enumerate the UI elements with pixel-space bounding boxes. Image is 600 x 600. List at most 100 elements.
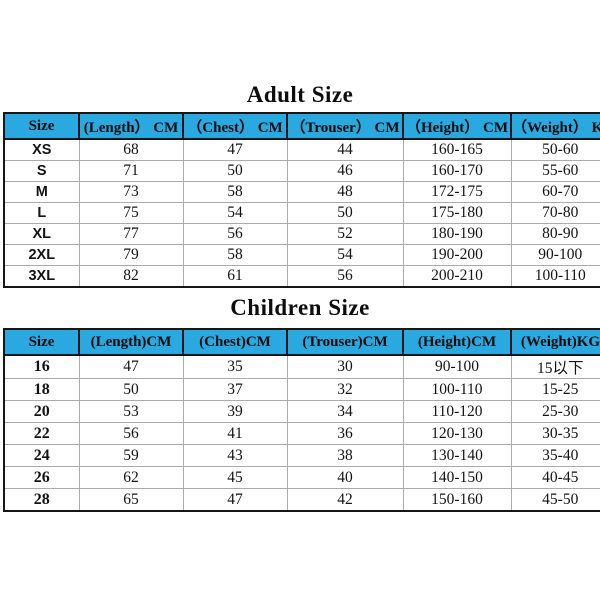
value-cell: 68	[78, 138, 184, 161]
value-cell: 58	[182, 181, 288, 203]
value-cell: 35-40	[510, 444, 600, 467]
size-label-cell: L	[3, 202, 80, 224]
value-cell: 40-45	[510, 466, 600, 489]
size-label-cell: 20	[3, 400, 80, 423]
value-cell: 90-100	[510, 244, 600, 266]
value-cell: 53	[78, 400, 184, 423]
column-header: (Chest)CM	[182, 328, 288, 356]
value-cell: 56	[182, 223, 288, 245]
children-size-title: Children Size	[230, 295, 370, 320]
value-cell: 55-60	[510, 160, 600, 182]
table-row: 24 59 43 38 130-140 35-40	[3, 444, 600, 467]
size-label-cell: S	[3, 160, 80, 182]
table-row: L 75 54 50 175-180 70-80	[3, 202, 600, 224]
value-cell: 47	[182, 138, 288, 161]
adult-size-title: Adult Size	[246, 82, 354, 107]
table-row: 18 50 37 32 100-110 15-25	[3, 378, 600, 401]
value-cell: 73	[78, 181, 184, 203]
value-cell: 15以下	[510, 354, 600, 379]
value-cell: 65	[78, 488, 184, 512]
value-cell: 56	[286, 265, 404, 288]
value-cell: 160-165	[402, 138, 512, 161]
size-label-cell: XS	[3, 138, 80, 161]
value-cell: 50	[78, 378, 184, 401]
value-cell: 110-120	[402, 400, 512, 423]
value-cell: 37	[182, 378, 288, 401]
children-size-table: Size (Length)CM (Chest)CM (Trouser)CM (Heigh…	[3, 328, 600, 512]
column-header: (Trouser)CM	[286, 328, 404, 356]
value-cell: 80-90	[510, 223, 600, 245]
table-row: XL 77 56 52 180-190 80-90	[3, 223, 600, 245]
value-cell: 50	[286, 202, 404, 224]
value-cell: 48	[286, 181, 404, 203]
value-cell: 75	[78, 202, 184, 224]
value-cell: 50-60	[510, 138, 600, 161]
size-label-cell: XL	[3, 223, 80, 245]
value-cell: 25-30	[510, 400, 600, 423]
value-cell: 35	[182, 354, 288, 379]
value-cell: 56	[78, 422, 184, 445]
value-cell: 41	[182, 422, 288, 445]
header-row: Size (Length） CM （Chest） CM （Trouser） CM （He…	[3, 112, 600, 140]
value-cell: 120-130	[402, 422, 512, 445]
value-cell: 61	[182, 265, 288, 288]
value-cell: 36	[286, 422, 404, 445]
value-cell: 38	[286, 444, 404, 467]
value-cell: 58	[182, 244, 288, 266]
size-label-cell: 28	[3, 488, 80, 512]
table-row: 2XL 79 58 54 190-200 90-100	[3, 244, 600, 266]
value-cell: 180-190	[402, 223, 512, 245]
value-cell: 50	[182, 160, 288, 182]
table-row: 22 56 41 36 120-130 30-35	[3, 422, 600, 445]
column-header: (Height)CM	[402, 328, 512, 356]
value-cell: 54	[182, 202, 288, 224]
children-size-section: Children Size Size (Length)CM (Chest)CM (Tr…	[3, 288, 600, 512]
column-header: Size	[3, 328, 80, 356]
value-cell: 54	[286, 244, 404, 266]
size-label-cell: M	[3, 181, 80, 203]
value-cell: 100-110	[402, 378, 512, 401]
size-label-cell: 2XL	[3, 244, 80, 266]
value-cell: 47	[182, 488, 288, 512]
value-cell: 140-150	[402, 466, 512, 489]
column-header: （Trouser） CM	[286, 112, 404, 140]
table-row: 26 62 45 40 140-150 40-45	[3, 466, 600, 489]
value-cell: 70-80	[510, 202, 600, 224]
column-header: (Length） CM	[78, 112, 184, 140]
table-row: S 71 50 46 160-170 55-60	[3, 160, 600, 182]
size-label-cell: 24	[3, 444, 80, 467]
value-cell: 34	[286, 400, 404, 423]
value-cell: 77	[78, 223, 184, 245]
table-row: XS 68 47 44 160-165 50-60	[3, 138, 600, 161]
value-cell: 59	[78, 444, 184, 467]
value-cell: 150-160	[402, 488, 512, 512]
value-cell: 44	[286, 138, 404, 161]
adult-size-table: Size (Length） CM （Chest） CM （Trouser） CM （He…	[3, 112, 600, 288]
value-cell: 130-140	[402, 444, 512, 467]
value-cell: 160-170	[402, 160, 512, 182]
header-row: Size (Length)CM (Chest)CM (Trouser)CM (Heigh…	[3, 328, 600, 356]
value-cell: 42	[286, 488, 404, 512]
value-cell: 39	[182, 400, 288, 423]
value-cell: 40	[286, 466, 404, 489]
table-row: 3XL 82 61 56 200-210 100-110	[3, 265, 600, 288]
value-cell: 82	[78, 265, 184, 288]
column-header: Size	[3, 112, 80, 140]
value-cell: 200-210	[402, 265, 512, 288]
size-chart-sheet: Adult Size Size (Length） CM （Chest） CM （Tro…	[3, 78, 600, 512]
size-label-cell: 16	[3, 354, 80, 379]
column-header: (Weight)KG	[510, 328, 600, 356]
table-row: 16 47 35 30 90-100 15以下	[3, 354, 600, 379]
adult-size-section: Adult Size Size (Length） CM （Chest） CM （Tro…	[3, 78, 600, 288]
value-cell: 79	[78, 244, 184, 266]
value-cell: 45-50	[510, 488, 600, 512]
size-label-cell: 22	[3, 422, 80, 445]
value-cell: 45	[182, 466, 288, 489]
size-label-cell: 3XL	[3, 265, 80, 288]
value-cell: 60-70	[510, 181, 600, 203]
column-header: （Chest） CM	[182, 112, 288, 140]
value-cell: 52	[286, 223, 404, 245]
value-cell: 43	[182, 444, 288, 467]
value-cell: 175-180	[402, 202, 512, 224]
